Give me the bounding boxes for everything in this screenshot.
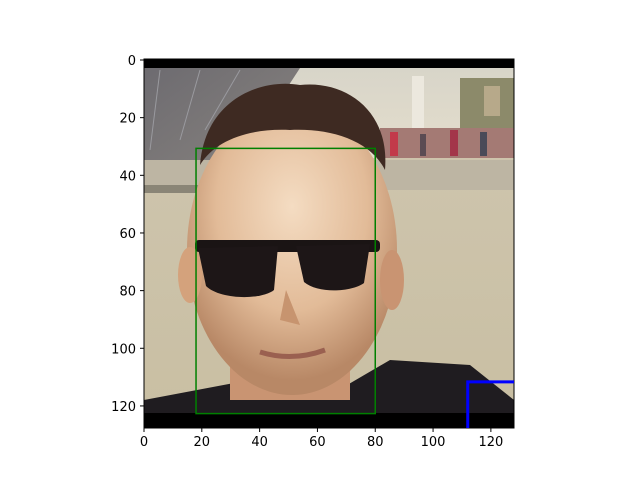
x-tick-label: 20 bbox=[194, 435, 211, 450]
x-tick-label: 40 bbox=[251, 435, 268, 450]
sunglasses bbox=[195, 240, 380, 298]
y-tick-label: 20 bbox=[119, 112, 136, 127]
x-tick-label: 60 bbox=[309, 435, 326, 450]
blue-corner-marker bbox=[466, 380, 514, 428]
photo bbox=[144, 59, 514, 428]
y-tick-label: 120 bbox=[111, 400, 136, 415]
x-tick-label: 100 bbox=[421, 435, 446, 450]
hair bbox=[200, 83, 386, 170]
x-tick-label: 0 bbox=[140, 435, 148, 450]
y-tick-label: 60 bbox=[119, 227, 136, 242]
y-tick-label: 0 bbox=[128, 54, 136, 69]
y-tick-label: 80 bbox=[119, 285, 136, 300]
image-frame bbox=[143, 58, 515, 429]
y-tick-label: 100 bbox=[111, 342, 136, 357]
face-bounding-box bbox=[195, 147, 376, 415]
y-tick-label: 40 bbox=[119, 169, 136, 184]
x-tick-label: 80 bbox=[367, 435, 384, 450]
x-tick-label: 120 bbox=[478, 435, 503, 450]
